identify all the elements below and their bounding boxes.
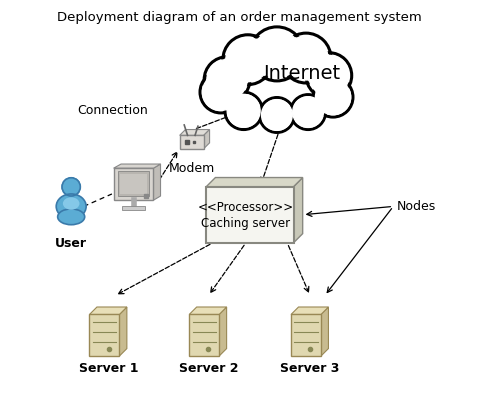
Polygon shape — [189, 307, 227, 314]
Circle shape — [293, 97, 323, 128]
Circle shape — [250, 27, 304, 81]
Polygon shape — [294, 178, 303, 243]
Bar — [120, 173, 147, 193]
Text: <<Processor>>: <<Processor>> — [198, 201, 294, 214]
Bar — [206, 187, 294, 243]
Circle shape — [313, 77, 353, 117]
Text: Nodes: Nodes — [397, 200, 436, 213]
Text: Modem: Modem — [169, 162, 215, 175]
Polygon shape — [291, 307, 329, 314]
Polygon shape — [321, 307, 329, 356]
Circle shape — [284, 36, 328, 80]
Circle shape — [62, 178, 80, 196]
Polygon shape — [119, 307, 127, 356]
Bar — [90, 314, 119, 356]
Ellipse shape — [63, 197, 80, 210]
Text: Server 2: Server 2 — [179, 362, 238, 375]
Circle shape — [203, 74, 239, 111]
Polygon shape — [180, 130, 210, 136]
Bar — [291, 314, 321, 356]
Circle shape — [316, 80, 351, 115]
Polygon shape — [204, 130, 210, 148]
Polygon shape — [90, 307, 127, 314]
Bar — [114, 168, 153, 200]
Text: Connection: Connection — [78, 104, 148, 117]
Circle shape — [223, 35, 273, 85]
Circle shape — [309, 55, 349, 95]
Polygon shape — [219, 307, 227, 356]
Circle shape — [226, 38, 270, 82]
Text: Deployment diagram of an order management system: Deployment diagram of an order managemen… — [57, 11, 422, 24]
Bar — [122, 206, 145, 210]
Circle shape — [291, 95, 326, 130]
Text: Server 3: Server 3 — [281, 362, 340, 375]
Circle shape — [225, 92, 262, 130]
Bar — [189, 314, 219, 356]
Text: Internet: Internet — [263, 64, 341, 83]
Circle shape — [262, 100, 292, 131]
Circle shape — [306, 53, 352, 98]
Polygon shape — [114, 164, 160, 168]
Text: Server 1: Server 1 — [79, 362, 138, 375]
Text: User: User — [55, 237, 87, 250]
Polygon shape — [153, 164, 160, 200]
Circle shape — [260, 98, 295, 133]
Polygon shape — [206, 178, 303, 187]
Bar — [118, 171, 149, 196]
Circle shape — [227, 94, 260, 127]
Circle shape — [253, 30, 301, 78]
Circle shape — [204, 57, 250, 103]
Bar — [180, 136, 204, 148]
Ellipse shape — [57, 209, 85, 225]
Circle shape — [207, 60, 247, 100]
Circle shape — [200, 71, 241, 113]
Text: Caching server: Caching server — [201, 216, 290, 229]
Ellipse shape — [56, 194, 86, 219]
Circle shape — [281, 33, 331, 83]
